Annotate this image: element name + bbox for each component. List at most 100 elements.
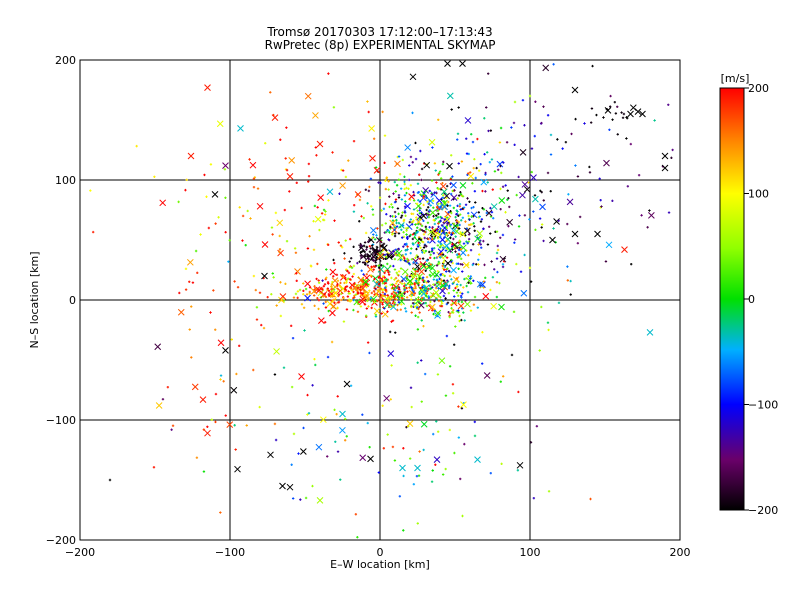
scatter-point xyxy=(381,288,384,292)
scatter-point xyxy=(452,206,456,210)
scatter-point xyxy=(405,296,409,299)
scatter-point-x xyxy=(369,155,376,162)
scatter-point xyxy=(552,227,555,230)
scatter-point-x xyxy=(474,235,481,243)
scatter-point xyxy=(325,268,328,271)
scatter-point xyxy=(330,290,333,293)
scatter-point xyxy=(390,203,393,206)
scatter-point xyxy=(209,311,212,314)
scatter-point-x xyxy=(298,373,305,380)
scatter-point xyxy=(408,275,412,278)
scatter-point xyxy=(416,243,419,247)
scatter-point xyxy=(441,162,445,166)
scatter-point-x xyxy=(459,60,466,67)
scatter-point xyxy=(360,256,363,259)
scatter-point xyxy=(436,202,440,205)
scatter-point xyxy=(487,129,490,133)
scatter-point xyxy=(330,285,333,288)
scatter-point xyxy=(532,496,536,500)
scatter-point xyxy=(629,142,633,146)
scatter-point xyxy=(404,214,407,218)
scatter-point xyxy=(108,478,112,482)
scatter-point xyxy=(434,217,438,220)
scatter-point xyxy=(412,190,415,194)
scatter-point xyxy=(393,180,396,184)
scatter-point xyxy=(431,146,434,149)
scatter-point-x xyxy=(204,429,211,437)
scatter-point xyxy=(388,330,392,334)
scatter-point xyxy=(436,373,440,376)
scatter-point xyxy=(466,291,470,294)
scatter-point xyxy=(352,296,355,300)
scatter-point xyxy=(397,232,401,235)
scatter-point xyxy=(348,237,352,241)
scatter-point xyxy=(402,447,405,450)
scatter-point xyxy=(470,206,473,210)
scatter-point-x xyxy=(476,230,484,237)
scatter-point xyxy=(352,264,356,268)
scatter-point xyxy=(393,268,397,271)
scatter-point xyxy=(428,250,431,254)
scatter-point xyxy=(466,197,469,200)
scatter-point xyxy=(379,293,383,297)
scatter-point xyxy=(539,189,542,193)
scatter-point xyxy=(432,218,435,222)
scatter-point xyxy=(702,221,704,223)
scatter-point xyxy=(358,220,361,223)
scatter-point xyxy=(336,306,339,310)
scatter-point xyxy=(452,289,455,292)
scatter-point xyxy=(455,213,458,216)
scatter-point xyxy=(373,265,377,269)
scatter-point-x xyxy=(387,350,395,357)
scatter-point xyxy=(343,417,347,421)
scatter-point xyxy=(414,285,417,288)
scatter-point xyxy=(364,188,368,191)
scatter-point xyxy=(302,426,305,430)
scatter-point xyxy=(321,279,324,282)
scatter-point xyxy=(465,284,468,288)
scatter-point-x xyxy=(367,455,374,463)
scatter-point xyxy=(368,185,371,189)
scatter-point xyxy=(415,261,418,265)
scatter-point xyxy=(337,241,340,244)
scatter-point-x xyxy=(450,181,457,189)
scatter-point-x xyxy=(300,448,307,455)
scatter-point xyxy=(616,105,619,109)
scatter-point xyxy=(307,180,310,183)
scatter-point xyxy=(410,212,413,215)
scatter-point-x xyxy=(439,287,446,295)
scatter-point xyxy=(451,189,454,193)
scatter-point-x xyxy=(629,104,637,112)
scatter-point-x xyxy=(332,289,339,297)
scatter-point xyxy=(436,216,440,219)
scatter-point xyxy=(513,143,516,147)
scatter-point xyxy=(290,463,293,466)
scatter-point xyxy=(458,227,461,230)
scatter-point xyxy=(450,303,453,306)
scatter-point xyxy=(314,363,317,367)
scatter-point xyxy=(404,307,407,310)
scatter-point xyxy=(533,194,537,197)
scatter-point xyxy=(352,139,356,143)
scatter-point xyxy=(472,222,475,225)
scatter-point xyxy=(410,405,413,409)
scatter-point xyxy=(362,288,366,292)
scatter-point-x xyxy=(539,203,546,211)
scatter-point-x xyxy=(450,266,457,274)
scatter-point xyxy=(302,282,305,285)
scatter-point xyxy=(421,229,424,232)
scatter-point xyxy=(458,202,462,206)
scatter-point xyxy=(552,63,555,66)
scatter-point xyxy=(382,288,385,291)
scatter-point-x xyxy=(443,242,451,250)
scatter-point-x xyxy=(383,295,391,303)
scatter-point-x xyxy=(450,227,457,234)
scatter-point xyxy=(202,428,206,431)
scatter-point xyxy=(442,299,445,303)
scatter-point xyxy=(453,189,456,192)
scatter-point xyxy=(431,226,434,229)
scatter-point xyxy=(431,199,435,203)
scatter-point xyxy=(357,300,361,304)
scatter-point xyxy=(501,375,505,378)
scatter-point xyxy=(448,428,452,432)
